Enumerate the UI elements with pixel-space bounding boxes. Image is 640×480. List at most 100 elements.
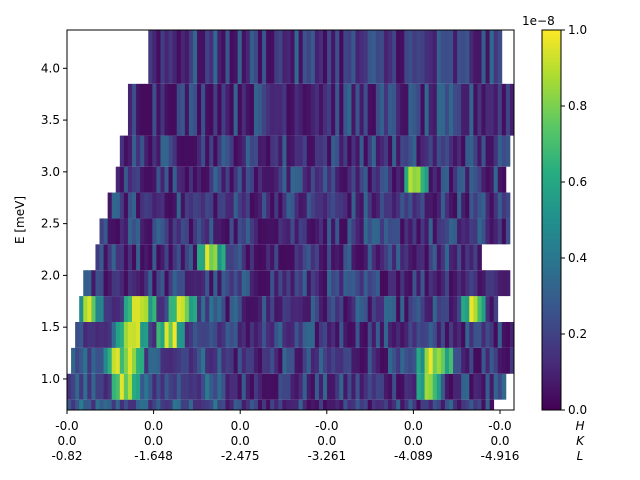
heatmap-cell xyxy=(184,135,190,167)
heatmap-cell xyxy=(249,192,255,219)
heatmap-cell xyxy=(107,192,113,219)
heatmap-cell xyxy=(192,244,198,271)
heatmap-cell xyxy=(400,218,405,245)
heatmap-cell xyxy=(152,83,157,136)
heatmap-cell xyxy=(489,166,495,193)
heatmap-cell xyxy=(278,83,283,136)
heatmap-cell xyxy=(375,296,381,322)
heatmap-cell xyxy=(408,296,413,322)
heatmap-cell xyxy=(197,399,202,410)
heatmap-cell xyxy=(457,192,462,219)
heatmap-cell xyxy=(205,166,210,193)
heatmap-cell xyxy=(136,270,141,297)
heatmap-cell xyxy=(286,135,291,167)
heatmap-cell xyxy=(457,166,462,193)
heatmap-cell xyxy=(213,296,218,322)
heatmap-cell xyxy=(314,30,320,84)
heatmap-cell xyxy=(323,321,328,348)
heatmap-cell xyxy=(99,347,104,374)
heatmap-cell xyxy=(351,296,356,322)
heatmap-cell xyxy=(144,244,149,271)
heatmap-cell xyxy=(448,30,454,84)
heatmap-cell xyxy=(477,30,482,84)
heatmap-cell xyxy=(347,83,352,136)
heatmap-cell xyxy=(237,321,243,348)
heatmap-cell xyxy=(95,321,100,348)
heatmap-cell xyxy=(485,83,491,136)
heatmap-cell xyxy=(477,373,482,400)
heatmap-cell xyxy=(314,166,320,193)
heatmap-cell xyxy=(152,373,157,400)
heatmap-cell xyxy=(302,83,308,136)
heatmap-cell xyxy=(343,83,348,136)
heatmap-cell xyxy=(323,192,328,219)
heatmap-cell xyxy=(351,30,356,84)
heatmap-cell xyxy=(201,296,206,322)
heatmap-cell xyxy=(107,270,113,297)
heatmap-cell xyxy=(123,399,129,410)
heatmap-cell xyxy=(355,166,360,193)
heatmap-cell xyxy=(209,192,214,219)
heatmap-cell xyxy=(188,244,194,271)
heatmap-cell xyxy=(339,296,344,322)
heatmap-cell xyxy=(412,166,417,193)
heatmap-cell xyxy=(392,399,397,410)
heatmap-cell xyxy=(270,30,275,84)
heatmap-cell xyxy=(221,135,226,167)
heatmap-cell xyxy=(184,373,190,400)
heatmap-cell xyxy=(371,321,377,348)
heatmap-cell xyxy=(343,166,348,193)
heatmap-cell xyxy=(428,373,434,400)
heatmap-cell xyxy=(257,321,263,348)
heatmap-cell xyxy=(404,218,409,245)
heatmap-cell xyxy=(457,321,462,348)
x-tick-label-k: 0.0 xyxy=(490,434,509,448)
heatmap-cell xyxy=(351,83,356,136)
heatmap-cell xyxy=(453,192,458,219)
heatmap-cell xyxy=(160,399,165,410)
heatmap-cell xyxy=(172,244,178,271)
heatmap-cell xyxy=(225,270,230,297)
heatmap-cell xyxy=(111,347,117,374)
heatmap-cell xyxy=(302,218,308,245)
heatmap-cell xyxy=(197,30,202,84)
heatmap-cell xyxy=(505,135,511,167)
heatmap-cell xyxy=(282,135,287,167)
heatmap-cell xyxy=(412,399,417,410)
heatmap-cell xyxy=(294,347,300,374)
heatmap-cell xyxy=(412,83,417,136)
heatmap-cell xyxy=(278,244,283,271)
heatmap-cell xyxy=(156,373,161,400)
heatmap-cell xyxy=(140,244,145,271)
heatmap-cell xyxy=(416,347,421,374)
heatmap-cell xyxy=(416,192,421,219)
heatmap-cell xyxy=(266,192,271,219)
x-tick-label-k: 0.0 xyxy=(231,434,250,448)
heatmap-cell xyxy=(473,347,478,374)
heatmap-cell xyxy=(233,218,239,245)
heatmap-cell xyxy=(448,83,454,136)
heatmap-cell xyxy=(477,399,482,410)
heatmap-cell xyxy=(282,321,287,348)
heatmap-cell xyxy=(136,296,141,322)
heatmap-cell xyxy=(400,135,405,167)
heatmap-cell xyxy=(453,244,458,271)
heatmap-cell xyxy=(201,166,206,193)
heatmap-cell xyxy=(310,373,316,400)
heatmap-cell xyxy=(375,135,381,167)
heatmap-cell xyxy=(197,321,202,348)
heatmap-cell xyxy=(396,135,401,167)
heatmap-cell xyxy=(509,321,514,348)
heatmap-cell xyxy=(327,30,332,84)
heatmap-cell xyxy=(501,270,507,297)
heatmap-cell xyxy=(119,135,125,167)
heatmap-cell xyxy=(469,373,474,400)
heatmap-cell xyxy=(453,347,458,374)
heatmap-cell xyxy=(306,296,312,322)
heatmap-cell xyxy=(444,30,450,84)
heatmap-cell xyxy=(201,373,206,400)
heatmap-cell xyxy=(339,83,344,136)
heatmap-cell xyxy=(99,373,104,400)
heatmap-cell xyxy=(270,135,275,167)
heatmap-cell xyxy=(473,399,478,410)
